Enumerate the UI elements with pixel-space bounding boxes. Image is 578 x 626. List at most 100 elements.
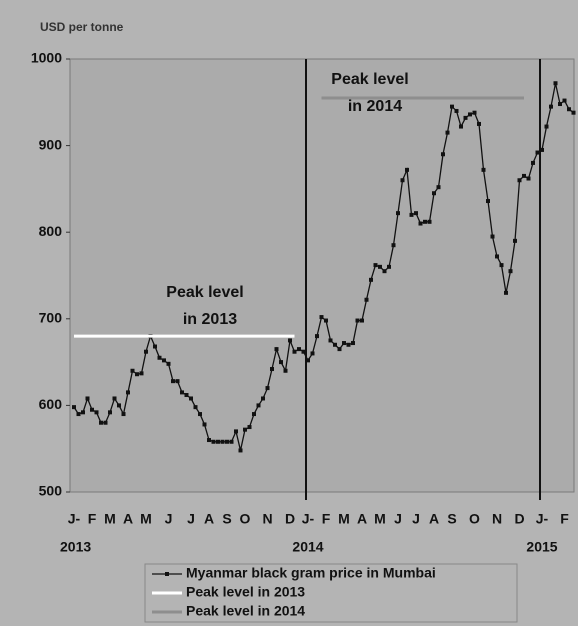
x-tick-label: D <box>514 511 524 527</box>
marker <box>405 167 409 172</box>
marker <box>540 147 544 152</box>
x-tick-label: J- <box>68 511 81 527</box>
marker <box>90 407 94 412</box>
marker <box>256 403 261 408</box>
marker <box>513 238 517 243</box>
marker <box>373 263 378 268</box>
x-tick-label: J <box>412 511 420 527</box>
marker <box>481 167 486 172</box>
marker <box>103 420 108 425</box>
x-tick-label: A <box>204 511 214 527</box>
year-label: 2014 <box>292 539 323 555</box>
marker <box>189 396 193 401</box>
marker <box>117 403 121 408</box>
marker <box>544 124 549 129</box>
marker <box>310 351 315 356</box>
marker <box>333 342 337 347</box>
x-tick-label: N <box>492 511 502 527</box>
annotation: in 2013 <box>183 311 237 328</box>
marker <box>261 396 265 401</box>
marker <box>162 358 166 363</box>
marker <box>526 176 531 181</box>
marker <box>234 429 238 434</box>
marker <box>342 341 346 346</box>
marker <box>216 439 220 444</box>
marker <box>297 347 301 352</box>
x-tick-label: A <box>429 511 439 527</box>
x-tick-label: J <box>394 511 402 527</box>
marker <box>346 342 351 347</box>
year-label: 2015 <box>526 539 557 555</box>
legend <box>144 563 518 623</box>
marker <box>283 368 288 373</box>
marker <box>324 318 328 323</box>
plot-area <box>69 58 575 493</box>
marker <box>301 349 306 354</box>
marker <box>391 243 396 248</box>
marker <box>387 264 391 269</box>
marker <box>225 439 229 444</box>
marker <box>508 269 513 274</box>
annotation: Peak level <box>166 284 243 301</box>
x-tick-label: A <box>123 511 133 527</box>
marker <box>175 379 180 384</box>
marker <box>499 263 504 268</box>
marker <box>441 152 445 157</box>
marker <box>472 110 477 115</box>
y-tick-label: 1000 <box>31 50 62 66</box>
marker <box>351 341 355 346</box>
marker <box>108 410 112 415</box>
marker <box>427 219 432 224</box>
x-tick-label: S <box>447 511 456 527</box>
marker <box>180 390 184 395</box>
marker <box>315 334 319 339</box>
marker <box>121 412 126 417</box>
marker <box>265 386 270 391</box>
marker <box>418 221 423 226</box>
marker <box>252 412 256 417</box>
marker <box>99 420 103 425</box>
marker <box>531 160 535 165</box>
x-tick-label: M <box>374 511 386 527</box>
marker <box>243 427 247 432</box>
marker <box>157 355 162 360</box>
marker <box>436 185 441 190</box>
marker <box>567 107 571 112</box>
marker <box>184 393 189 398</box>
x-tick-label: O <box>469 511 480 527</box>
marker <box>369 277 373 282</box>
marker <box>270 367 274 372</box>
marker <box>198 412 202 417</box>
marker <box>490 234 495 239</box>
marker <box>423 219 427 224</box>
marker <box>558 102 562 107</box>
marker <box>409 212 414 217</box>
marker <box>445 130 450 135</box>
marker <box>414 211 418 216</box>
x-tick-label: S <box>222 511 231 527</box>
y-tick-label: 600 <box>39 396 63 412</box>
marker <box>364 297 369 302</box>
annotation: in 2014 <box>348 98 402 115</box>
marker <box>144 349 148 354</box>
marker <box>378 264 382 269</box>
y-tick-label: 500 <box>39 483 63 499</box>
marker <box>238 448 243 453</box>
marker <box>166 361 171 366</box>
marker <box>153 344 157 349</box>
marker <box>94 410 99 415</box>
marker <box>76 412 81 417</box>
y-tick-label: 900 <box>39 136 63 152</box>
marker <box>126 390 130 395</box>
marker <box>135 372 139 377</box>
marker <box>211 439 216 444</box>
marker <box>130 368 135 373</box>
x-tick-label: J- <box>536 511 549 527</box>
year-label: 2013 <box>60 539 91 555</box>
marker <box>292 349 297 354</box>
marker <box>229 439 234 444</box>
marker <box>274 347 279 352</box>
marker <box>247 425 252 430</box>
marker <box>207 438 211 443</box>
marker <box>337 347 342 352</box>
